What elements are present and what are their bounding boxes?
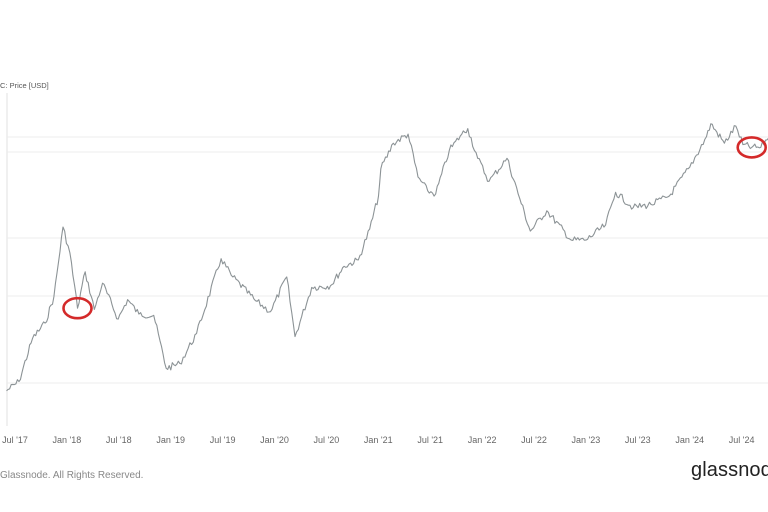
red-circle-annotation bbox=[736, 136, 768, 159]
x-tick-label: Jan '19 bbox=[156, 435, 185, 445]
y-axis-label: C: Price [USD] bbox=[0, 81, 49, 90]
series-layer bbox=[6, 123, 768, 392]
x-tick-label: Jul '23 bbox=[625, 435, 651, 445]
x-tick-label: Jan '21 bbox=[364, 435, 393, 445]
x-tick-label: Jul '17 bbox=[2, 435, 28, 445]
x-axis-ticks: Jul '17 Jan '18 Jul '18 Jan '19 Jul '19 Jan '… bbox=[2, 435, 754, 445]
grid-lines bbox=[7, 136, 768, 384]
x-tick-label: Jul '21 bbox=[417, 435, 443, 445]
glassnode-logo: glassnode bbox=[691, 459, 768, 481]
x-tick-label: Jul '18 bbox=[106, 435, 132, 445]
x-tick-label: Jul '20 bbox=[314, 435, 340, 445]
x-tick-label: Jan '23 bbox=[572, 435, 601, 445]
red-circle-annotation bbox=[62, 296, 93, 320]
x-tick-label: Jan '24 bbox=[675, 435, 704, 445]
copyright-footer: Glassnode. All Rights Reserved. bbox=[0, 470, 144, 481]
x-tick-label: Jan '22 bbox=[468, 435, 497, 445]
annotations-layer bbox=[62, 136, 768, 320]
price-line bbox=[6, 123, 768, 392]
x-tick-label: Jul '22 bbox=[521, 435, 547, 445]
x-tick-label: Jan '20 bbox=[260, 435, 289, 445]
x-tick-label: Jan '18 bbox=[53, 435, 82, 445]
x-tick-label: Jul '24 bbox=[729, 435, 755, 445]
x-tick-label: Jul '19 bbox=[210, 435, 236, 445]
